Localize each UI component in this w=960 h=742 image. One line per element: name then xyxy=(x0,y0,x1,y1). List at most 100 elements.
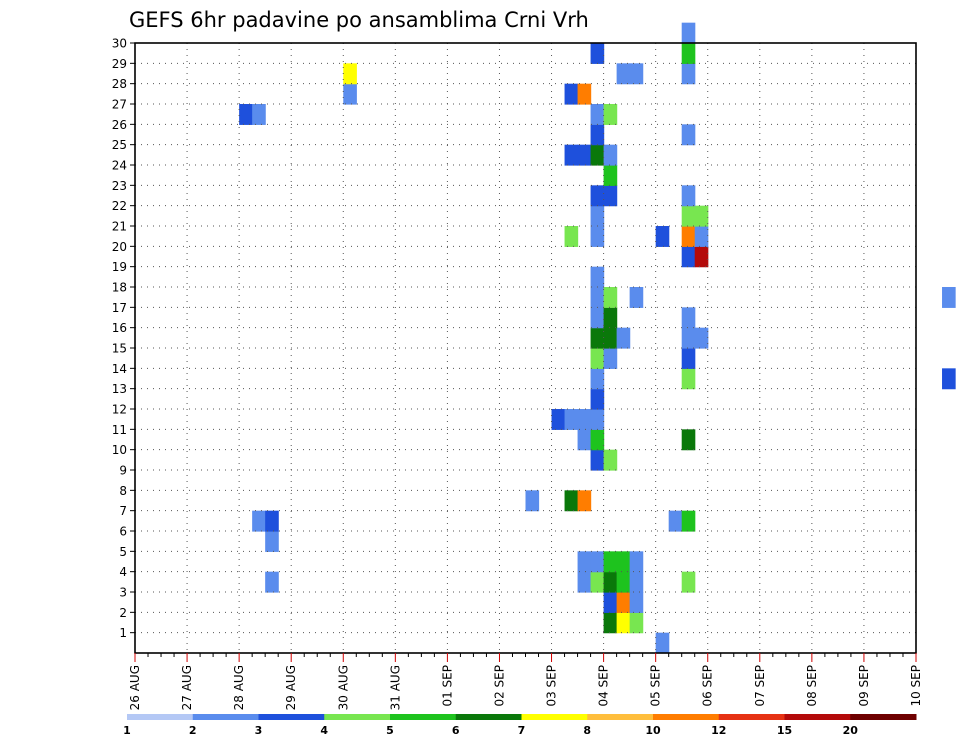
y-tick-label: 13 xyxy=(112,382,127,396)
heatmap-cell xyxy=(616,327,631,349)
legend-swatch xyxy=(324,714,391,720)
x-tick-label: 27 AUG xyxy=(180,665,194,710)
x-tick-label: 29 AUG xyxy=(284,665,298,710)
y-tick-label: 1 xyxy=(119,626,127,640)
y-tick-label: 10 xyxy=(112,443,127,457)
heatmap-cell xyxy=(629,287,644,308)
heatmap-cell xyxy=(603,348,618,369)
heatmap-cell xyxy=(655,632,670,654)
heatmap-cell xyxy=(577,490,592,512)
heatmap-cell xyxy=(681,246,696,268)
heatmap-cell xyxy=(681,510,696,532)
legend-label: 3 xyxy=(255,724,263,737)
legend-label: 7 xyxy=(518,724,526,737)
heatmap-cell xyxy=(577,144,592,166)
heatmap-cell xyxy=(616,63,631,85)
heatmap-cell xyxy=(577,429,592,451)
y-tick-label: 20 xyxy=(112,240,127,254)
y-tick-label: 28 xyxy=(112,77,127,91)
heatmap-cell xyxy=(681,124,696,146)
heatmap-cell xyxy=(616,551,631,573)
heatmap-cell xyxy=(603,104,618,125)
heatmap-cell xyxy=(629,551,644,573)
heatmap-cell xyxy=(694,205,709,227)
heatmap-cell xyxy=(681,63,696,85)
heatmap-cell xyxy=(252,104,266,125)
heatmap-cell xyxy=(629,571,644,593)
legend-swatch xyxy=(850,714,917,720)
heatmap-cell xyxy=(590,124,605,146)
heatmap-cell xyxy=(681,571,696,593)
heatmap-cell xyxy=(603,287,618,308)
heatmap-cell xyxy=(590,388,605,410)
legend-label: 2 xyxy=(189,724,197,737)
heatmap-cell xyxy=(265,571,279,593)
y-tick-label: 29 xyxy=(112,57,127,71)
y-tick-label: 7 xyxy=(119,504,127,518)
legend-swatch xyxy=(258,714,325,720)
heatmap-cell xyxy=(590,449,605,471)
x-axis: 26 AUG 27 AUG 28 AUG 29 AUG 30 AUG 31 AUG 01 S… xyxy=(128,653,923,710)
legend-label: 8 xyxy=(583,724,591,737)
x-tick-label: 26 AUG xyxy=(128,665,142,710)
heatmap-cell xyxy=(590,226,605,247)
legend-label: 10 xyxy=(645,724,661,737)
heatmap-cell xyxy=(603,612,618,634)
x-tick-label: 03 SEP xyxy=(545,665,559,707)
y-axis: 1234567891011121314151617181920212223242… xyxy=(112,37,135,640)
y-tick-label: 25 xyxy=(112,138,127,152)
heatmap-cell xyxy=(603,307,618,329)
heatmap-cell xyxy=(577,571,592,593)
x-tick-label: 02 SEP xyxy=(492,665,506,707)
heatmap-cell xyxy=(590,429,605,451)
legend-label: 1 xyxy=(123,724,131,737)
heatmap-cell xyxy=(590,287,605,308)
x-tick-label: 31 AUG xyxy=(388,665,402,710)
x-tick-label: 30 AUG xyxy=(336,665,350,710)
heatmap-cell xyxy=(942,287,956,308)
x-tick-label: 04 SEP xyxy=(597,665,611,707)
legend-swatch xyxy=(653,714,720,720)
heatmap-cell xyxy=(252,510,266,532)
heatmap-cell xyxy=(525,490,540,512)
heatmap-cell xyxy=(590,348,605,369)
heatmap-cell xyxy=(681,348,696,369)
heatmap-cell xyxy=(681,185,696,207)
y-tick-label: 22 xyxy=(112,199,127,213)
x-tick-label: 08 SEP xyxy=(805,665,819,707)
heatmap-cell xyxy=(603,571,618,593)
heatmap-cell xyxy=(564,83,579,105)
heatmap-cell xyxy=(603,551,618,573)
heatmap-cell xyxy=(681,43,696,64)
y-tick-label: 3 xyxy=(119,586,127,600)
y-tick-label: 5 xyxy=(119,545,127,559)
heatmap-cell xyxy=(590,205,605,227)
heatmap-cell xyxy=(603,592,618,613)
y-tick-label: 11 xyxy=(112,423,127,437)
y-tick-label: 4 xyxy=(119,565,127,579)
x-tick-label: 10 SEP xyxy=(909,665,923,707)
heatmap-cell xyxy=(590,571,605,593)
legend-label: 15 xyxy=(777,724,792,737)
y-tick-label: 16 xyxy=(112,321,127,335)
legend-label: 4 xyxy=(320,724,328,737)
y-tick-label: 19 xyxy=(112,260,127,274)
y-tick-label: 15 xyxy=(112,342,127,356)
heatmap-cell xyxy=(603,449,618,471)
heatmap-cell xyxy=(590,185,605,207)
x-tick-label: 05 SEP xyxy=(649,665,663,707)
heatmap-cell xyxy=(629,63,644,85)
y-tick-label: 17 xyxy=(112,301,127,315)
y-tick-label: 18 xyxy=(112,281,127,295)
y-tick-label: 8 xyxy=(119,484,127,498)
heatmap-cell xyxy=(603,185,618,207)
heatmap-cell xyxy=(343,83,357,105)
heatmap-cell xyxy=(681,22,696,44)
y-tick-label: 14 xyxy=(112,362,127,376)
heatmap-cell xyxy=(590,266,605,288)
heatmap-cell xyxy=(564,226,579,247)
legend-swatch xyxy=(784,714,851,720)
heatmap-cell xyxy=(668,510,683,532)
legend-label: 6 xyxy=(452,724,460,737)
